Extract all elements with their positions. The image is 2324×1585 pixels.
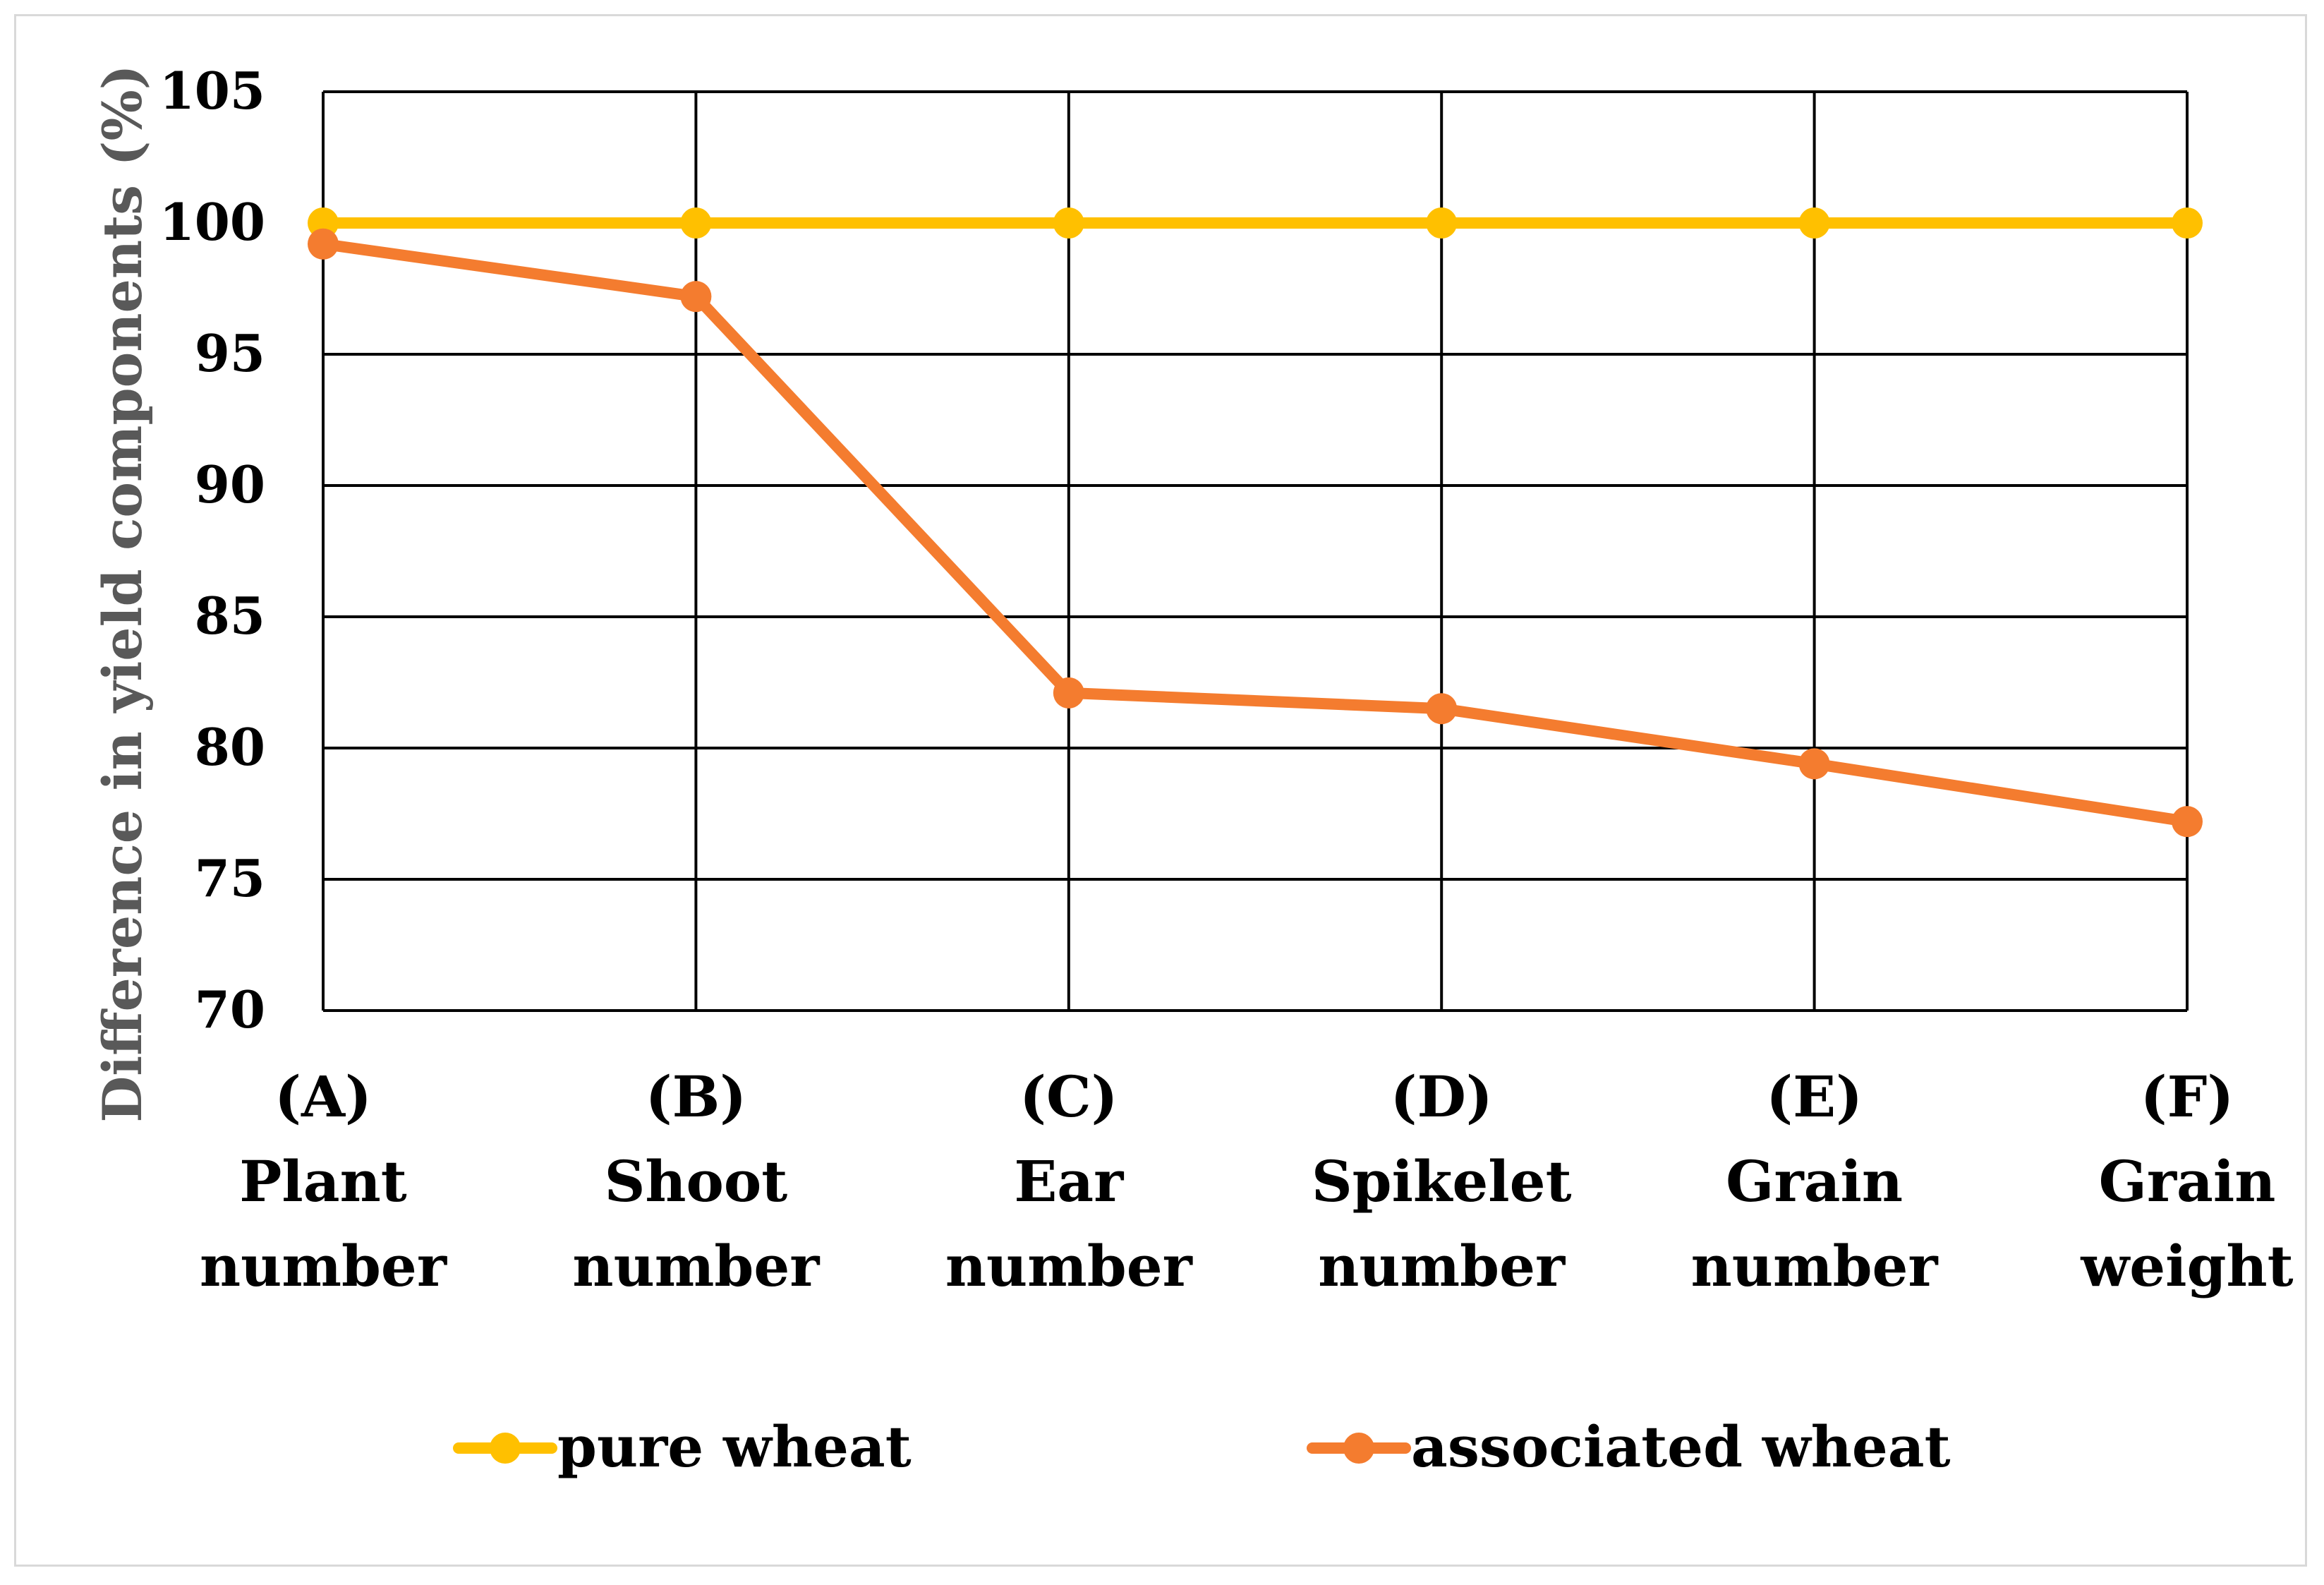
x-category-label: (E)	[1766, 1063, 1863, 1130]
x-category-label: Grain	[2099, 1148, 2276, 1215]
data-point	[1053, 677, 1084, 709]
data-point	[308, 228, 339, 260]
y-tick-label: 75	[195, 848, 265, 908]
data-point	[2172, 806, 2203, 838]
x-category-label: number	[1318, 1233, 1566, 1299]
y-tick-label: 80	[195, 717, 265, 777]
data-point	[1053, 207, 1084, 239]
x-category-label: (D)	[1391, 1063, 1493, 1130]
x-category-label: Shoot	[605, 1148, 788, 1215]
x-category-label: number	[200, 1233, 447, 1299]
series-line-1	[317, 238, 2193, 828]
data-point	[1426, 207, 1458, 239]
y-tick-label: 105	[159, 61, 265, 121]
legend-item-1: associated wheat	[1307, 1414, 1951, 1480]
x-category-label: Spikelet	[1312, 1148, 1572, 1215]
data-point	[1798, 207, 1830, 239]
data-point	[1798, 748, 1830, 780]
data-point	[2172, 207, 2203, 239]
data-point	[1426, 693, 1458, 725]
gridlines	[322, 90, 2189, 1012]
x-category-label: Grain	[1726, 1148, 1903, 1215]
chart-frame	[14, 14, 2307, 1567]
legend: pure wheat associated wheat	[453, 1414, 1951, 1480]
x-category-label: (A)	[274, 1063, 372, 1130]
y-axis-ticks: 70 75 80 85 90 95 100 105	[159, 61, 265, 1039]
data-point	[680, 207, 712, 239]
y-tick-label: 85	[195, 586, 265, 646]
x-category-label: number	[1691, 1233, 1939, 1299]
x-category-label: Plant	[239, 1148, 407, 1215]
y-tick-label: 70	[195, 980, 265, 1039]
x-category-label: Ear	[1014, 1148, 1124, 1215]
y-axis-label: Difference in yield components (%)	[91, 64, 154, 1122]
y-tick-label: 90	[195, 454, 265, 514]
legend-swatch-marker	[1343, 1433, 1374, 1464]
series-lines	[308, 207, 2203, 838]
x-category-label: weight	[2080, 1233, 2293, 1299]
x-axis-categories: (A) Plant number (B) Shoot number (C) Ear number…	[200, 1063, 2294, 1299]
y-tick-label: 95	[195, 323, 265, 383]
x-category-label: (C)	[1019, 1063, 1118, 1130]
x-category-label: (B)	[646, 1063, 746, 1130]
legend-label: pure wheat	[557, 1414, 912, 1480]
data-point	[680, 281, 712, 313]
legend-label: associated wheat	[1411, 1414, 1951, 1480]
x-category-label: number	[945, 1233, 1193, 1299]
legend-item-0: pure wheat	[453, 1414, 912, 1480]
x-category-label: number	[572, 1233, 820, 1299]
x-category-label: (F)	[2141, 1063, 2234, 1130]
legend-swatch-marker	[490, 1433, 521, 1464]
y-tick-label: 100	[159, 192, 265, 252]
